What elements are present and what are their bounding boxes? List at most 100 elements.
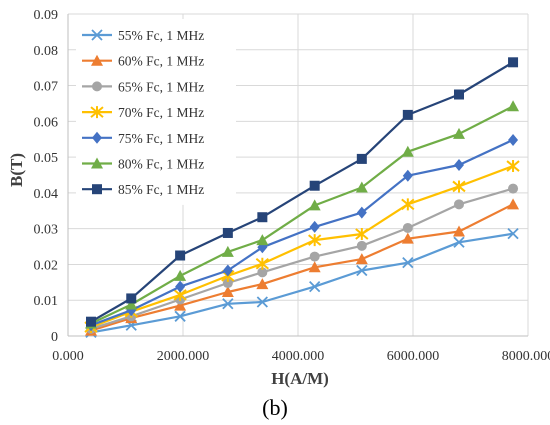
data-point	[356, 240, 367, 251]
data-point	[402, 169, 413, 182]
legend-label: 85% Fc, 1 MHz	[118, 182, 204, 197]
data-point	[401, 198, 415, 211]
data-point	[508, 57, 519, 68]
y-tick-label: 0.05	[34, 151, 59, 166]
data-point	[454, 158, 464, 171]
data-point	[453, 236, 465, 248]
data-point	[222, 298, 234, 310]
y-tick-label: 0.08	[34, 44, 59, 59]
data-point	[256, 234, 269, 246]
data-point	[256, 278, 269, 290]
data-point	[175, 250, 186, 261]
series-line	[90, 105, 514, 325]
data-point	[91, 157, 103, 169]
data-point	[309, 251, 320, 262]
data-point	[257, 267, 268, 278]
data-point	[86, 316, 96, 327]
legend-entry: 60% Fc, 1 MHz	[82, 54, 204, 69]
data-point	[453, 225, 465, 237]
series-line	[90, 138, 514, 327]
data-point	[356, 153, 367, 164]
data-point	[508, 183, 519, 194]
data-point	[507, 198, 520, 210]
data-point	[508, 133, 519, 146]
legend-entry: 75% Fc, 1 MHz	[82, 131, 204, 146]
y-tick-label: 0.06	[34, 115, 59, 130]
data-point	[355, 253, 368, 265]
data-point	[92, 184, 102, 195]
series-line	[90, 165, 514, 329]
axes	[67, 14, 528, 337]
legend-entry: 70% Fc, 1 MHz	[82, 105, 204, 120]
data-point	[401, 232, 414, 244]
y-tick-label: 0.04	[34, 187, 59, 202]
data-point	[308, 199, 321, 211]
data-point	[356, 264, 368, 277]
data-point	[92, 81, 102, 92]
y-tick-labels: 0 0.01 0.02 0.03 0.04 0.05 0.06 0.07 0.08 0.09	[34, 8, 59, 345]
series-6	[85, 100, 520, 329]
data-point	[91, 54, 103, 66]
legend: 55% Fc, 1 MHz 60% Fc, 1 MHz 65% Fc, 1 MHz 7…	[76, 19, 236, 205]
y-tick-label: 0.02	[34, 258, 59, 273]
data-point	[255, 257, 269, 270]
data-point	[222, 278, 233, 289]
x-axis-title: H(A/M)	[271, 369, 329, 388]
series-line	[90, 187, 514, 330]
y-tick-label: 0	[51, 330, 58, 345]
data-point	[402, 222, 413, 233]
series-line	[90, 232, 514, 334]
data-point	[507, 228, 519, 240]
y-tick-label: 0.07	[34, 80, 59, 95]
x-tick-labels: 0.000 2000.000 4000.000 6000.000 8000.000	[52, 349, 550, 364]
data-point	[174, 269, 187, 281]
data-point	[452, 180, 466, 193]
panel-label: (b)	[262, 395, 288, 420]
data-point	[221, 285, 234, 297]
data-point	[356, 206, 367, 219]
series-group	[84, 57, 520, 339]
data-point	[256, 296, 268, 308]
legend-entry: 65% Fc, 1 MHz	[82, 79, 204, 94]
data-point	[454, 199, 464, 210]
data-point	[174, 299, 187, 311]
data-point	[308, 261, 321, 273]
y-axis-title: B(T)	[7, 153, 26, 187]
data-point	[402, 109, 413, 120]
y-tick-label: 0.09	[34, 8, 59, 23]
x-tick-label: 4000.000	[272, 349, 325, 364]
data-point	[91, 29, 103, 41]
data-point	[309, 180, 320, 191]
data-point	[309, 280, 321, 293]
y-tick-label: 0.03	[34, 223, 59, 238]
data-point	[90, 106, 104, 119]
legend-entry: 55% Fc, 1 MHz	[82, 28, 204, 43]
data-point	[355, 181, 368, 193]
y-tick-label: 0.01	[34, 294, 59, 309]
data-point	[221, 245, 234, 257]
series-line	[90, 203, 514, 332]
legend-label: 70% Fc, 1 MHz	[118, 105, 204, 120]
data-point	[222, 227, 233, 238]
data-point	[507, 100, 520, 112]
data-point	[92, 131, 102, 144]
data-point	[308, 234, 322, 247]
data-point	[125, 298, 138, 310]
data-point	[175, 280, 186, 293]
x-tick-label: 6000.000	[387, 349, 440, 364]
x-tick-label: 0.000	[52, 349, 84, 364]
legend-label: 80% Fc, 1 MHz	[118, 157, 204, 172]
series-line	[90, 61, 514, 323]
data-point	[257, 212, 268, 223]
legend-label: 60% Fc, 1 MHz	[118, 54, 204, 69]
legend-entry: 85% Fc, 1 MHz	[82, 182, 204, 197]
legend-label: 55% Fc, 1 MHz	[118, 28, 204, 43]
data-point	[454, 89, 464, 100]
series-7	[86, 57, 519, 327]
data-point	[222, 264, 233, 277]
data-point	[174, 310, 186, 322]
data-point	[126, 293, 137, 304]
legend-label: 65% Fc, 1 MHz	[118, 79, 204, 94]
data-point	[355, 228, 369, 241]
